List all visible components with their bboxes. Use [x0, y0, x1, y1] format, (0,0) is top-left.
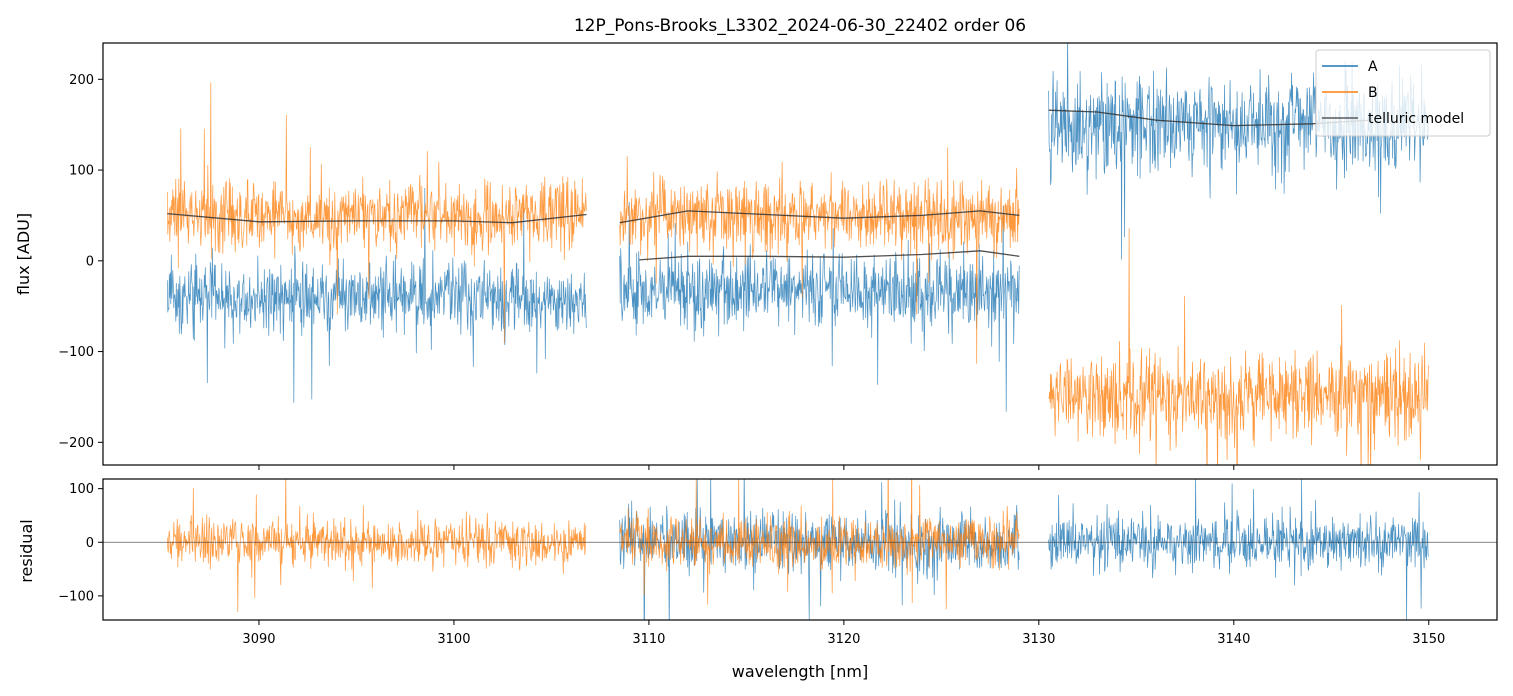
x-axis-label: wavelength [nm] — [732, 662, 869, 681]
top-panel: −200 −100 0 100 200 flux [ADU] A B telluric … — [14, 42, 1498, 470]
top-y-tick-label: 200 — [69, 73, 94, 88]
bottom-data-layer — [103, 479, 1497, 620]
series-a-segment-1 — [166, 187, 587, 403]
bottom-x-tick-label: 3110 — [632, 632, 665, 647]
residual-b-segment-3 — [619, 479, 1020, 610]
bottom-y-ticks: −100 0 100 — [58, 482, 103, 604]
series-b-segment-3 — [1048, 228, 1429, 465]
bottom-x-tick-label: 3120 — [827, 632, 860, 647]
bottom-y-axis-label: residual — [17, 519, 36, 582]
series-b-segment-2 — [619, 147, 1020, 364]
top-y-tick-label: −100 — [58, 345, 94, 360]
residual-a-segment-4 — [1048, 479, 1429, 620]
bottom-x-tick-label: 3140 — [1217, 632, 1250, 647]
bottom-axes-frame — [102, 478, 1498, 621]
legend-label-b: B — [1368, 85, 1378, 101]
top-y-axis-label: flux [ADU] — [14, 213, 33, 295]
telluric-model-line-3 — [639, 250, 1020, 261]
series-a-segment-2 — [619, 201, 1020, 412]
top-data-layer — [166, 43, 1429, 465]
bottom-x-ticks: 3090 3100 3110 3120 3130 3140 3150 — [242, 620, 1445, 647]
bottom-x-tick-label: 3130 — [1022, 632, 1055, 647]
top-y-ticks: −200 −100 0 100 200 — [58, 73, 103, 451]
legend: A B telluric model — [1315, 49, 1491, 137]
bottom-panel: −100 0 100 3090 3100 3110 3120 3130 3140 3150 re… — [17, 478, 1498, 681]
top-y-tick-label: 100 — [69, 164, 94, 179]
legend-box — [1315, 49, 1491, 137]
top-axes-frame — [102, 42, 1498, 466]
top-y-tick-label: 0 — [86, 254, 94, 269]
bottom-x-tick-label: 3150 — [1412, 632, 1445, 647]
bottom-y-tick-label: 0 — [86, 536, 94, 551]
bottom-y-tick-label: 100 — [69, 482, 94, 497]
telluric-model-line-2 — [619, 210, 1020, 224]
bottom-y-tick-label: −100 — [58, 589, 94, 604]
legend-label-model: telluric model — [1368, 111, 1464, 127]
telluric-model-line-1 — [167, 212, 587, 224]
legend-label-a: A — [1368, 59, 1378, 75]
bottom-x-tick-label: 3090 — [242, 632, 275, 647]
residual-b-segment-1 — [166, 479, 587, 613]
chart-title: 12P_Pons-Brooks_L3302_2024-06-30_22402 o… — [574, 16, 1026, 36]
bottom-x-tick-label: 3100 — [437, 632, 470, 647]
top-x-ticks — [258, 465, 1430, 470]
series-b-segment-1 — [166, 82, 587, 344]
series-a-segment-3 — [1048, 43, 1429, 260]
residual-a-segment-2 — [619, 479, 1020, 620]
top-y-tick-label: −200 — [58, 436, 94, 451]
